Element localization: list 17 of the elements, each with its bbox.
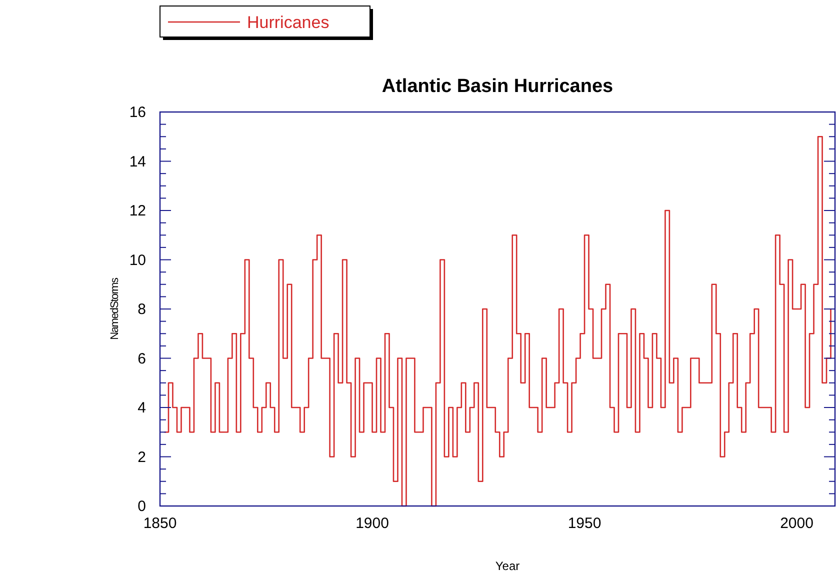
x-tick-label: 1850 (143, 515, 177, 532)
chart-title: Atlantic Basin Hurricanes (382, 76, 614, 97)
y-tick-label: 2 (138, 448, 146, 466)
y-tick-label: 8 (138, 301, 146, 318)
y-tick-label: 16 (129, 104, 146, 121)
x-tick-label: 1950 (568, 515, 602, 532)
y-tick-label: 6 (138, 350, 146, 368)
x-axis-title: Year (495, 559, 520, 573)
y-tick-label: 0 (138, 498, 146, 515)
y-tick-label: 4 (138, 400, 146, 416)
y-tick-label: 12 (129, 202, 146, 220)
x-tick-label: 1900 (356, 515, 389, 532)
y-axis-title: NamedStorms (109, 276, 121, 340)
y-tick-label: 14 (129, 153, 146, 170)
y-tick-label: 10 (129, 252, 146, 269)
x-tick-label: 2000 (780, 515, 814, 532)
legend-label: Hurricanes (247, 13, 330, 32)
